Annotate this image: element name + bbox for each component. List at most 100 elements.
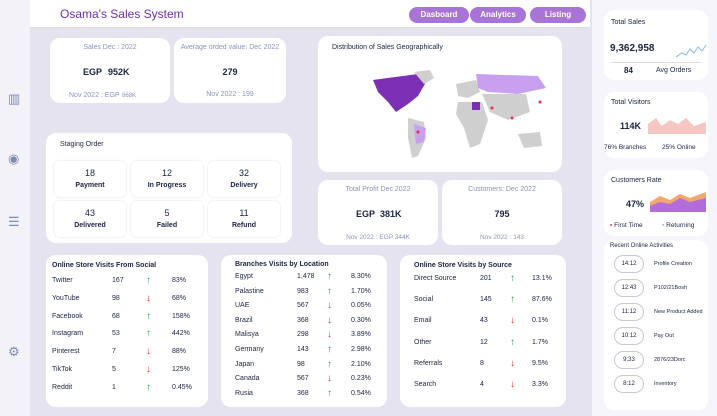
staging-label: Refund bbox=[231, 222, 257, 229]
cell-pct: 3.89% bbox=[351, 331, 371, 339]
staging-tile-delivery[interactable]: 32 Delivery bbox=[208, 161, 280, 197]
cell-v: 98 bbox=[112, 294, 120, 302]
chart-icon[interactable]: ◉ bbox=[8, 151, 20, 166]
activity-description: Inventory bbox=[654, 381, 677, 387]
map-marker-malaysia bbox=[510, 116, 514, 120]
sales-value: 952K bbox=[108, 67, 130, 77]
nav-analytics-button[interactable]: Analytics bbox=[470, 7, 526, 23]
table-row: TikTok 5 ↓ 125% bbox=[46, 364, 208, 380]
map-marker-uae bbox=[490, 106, 494, 110]
staging-count: 43 bbox=[84, 208, 95, 218]
activities-list: 14:12 Profile Creation 12:43 P102/21Bosh 11:… bbox=[604, 255, 708, 405]
activity-time-pill[interactable]: 14:12 bbox=[614, 255, 644, 273]
menu-icon[interactable]: ☰ bbox=[8, 214, 20, 229]
activity-time-pill[interactable]: 11:12 bbox=[614, 303, 644, 321]
staging-tile-payment[interactable]: 18 Payment bbox=[54, 161, 126, 197]
arrow-up-icon: ↑ bbox=[146, 310, 151, 322]
activity-time-pill[interactable]: 8:12 bbox=[614, 375, 644, 393]
staging-count: 32 bbox=[238, 168, 249, 178]
nav-dashboard-button[interactable]: Dasboard bbox=[409, 7, 469, 23]
cell-pct: 0.05% bbox=[351, 302, 371, 310]
profit-value: 381K bbox=[380, 209, 402, 219]
map-europe bbox=[456, 80, 480, 98]
staging-label: In Progress bbox=[147, 182, 187, 189]
cell-v: 7 bbox=[112, 348, 116, 356]
gear-icon[interactable]: ⚙ bbox=[8, 344, 20, 359]
table-row: Direct Source 201 ↑ 13.1% bbox=[400, 273, 566, 289]
map-australia bbox=[518, 132, 542, 148]
cell-pct: 0.30% bbox=[351, 316, 371, 324]
returning-label: Returning bbox=[666, 222, 695, 229]
staging-label: Delivered bbox=[74, 222, 106, 229]
avg-order-prev: Nov 2022 : 199 bbox=[206, 91, 254, 98]
table-row: Other 12 ↑ 1.7% bbox=[400, 337, 566, 353]
cell-pct: 125% bbox=[172, 366, 190, 373]
arrow-down-icon: ↓ bbox=[146, 364, 151, 375]
source-title: Online Store Visits by Source bbox=[414, 262, 512, 269]
cell-name: Reddit bbox=[52, 383, 73, 391]
cell-pct: 1.70% bbox=[351, 287, 371, 295]
staging-tile-refund[interactable]: 11 Refund bbox=[208, 201, 280, 237]
table-row: Palastine 983 ↑ 1.70% bbox=[221, 285, 387, 302]
sales-divider bbox=[610, 62, 702, 63]
arrow-down-icon: ↓ bbox=[327, 314, 332, 326]
cell-v: 143 bbox=[297, 346, 309, 353]
table-row: Search 4 ↓ 3.3% bbox=[400, 379, 566, 395]
total-visitors-value: 114K bbox=[620, 121, 642, 131]
customers-rate-card: Customers Rate 47% ▪ First Time ▪ Return… bbox=[604, 170, 708, 236]
cell-pct: 2.98% bbox=[351, 346, 371, 353]
avg-orders-value: 84 bbox=[624, 66, 633, 75]
activity-description: New Product Added bbox=[654, 309, 703, 315]
map-marker-brazil bbox=[416, 130, 420, 134]
nav-listing-button[interactable]: Listing bbox=[530, 7, 586, 23]
cell-pct: 87.6% bbox=[532, 296, 552, 304]
table-row: Egypt 1,478 ↑ 8.30% bbox=[221, 271, 387, 287]
avg-orders-label: Avg Orders bbox=[656, 67, 692, 74]
staging-tile-progress[interactable]: 12 In Progress bbox=[131, 161, 203, 197]
cell-v: 368 bbox=[297, 389, 309, 397]
arrow-down-icon: ↓ bbox=[146, 346, 151, 358]
arrow-up-icon: ↑ bbox=[327, 358, 332, 370]
customers-rate-value: 47% bbox=[626, 199, 645, 209]
arrow-up-icon: ↑ bbox=[327, 285, 332, 297]
cell-v: 983 bbox=[297, 287, 309, 295]
total-sales-value: 9,362,958 bbox=[610, 43, 655, 54]
table-row: Germany 143 ↑ 2.98% bbox=[221, 344, 387, 360]
table-row: YouTube 98 ↓ 68% bbox=[46, 293, 208, 309]
activity-time-pill[interactable]: 9:33 bbox=[614, 351, 644, 369]
cell-v: 1 bbox=[112, 383, 116, 391]
activity-description: Profile Creation bbox=[654, 261, 692, 267]
cell-name: Brazil bbox=[235, 316, 253, 324]
avg-order-card: Average orded value: Dec 2022 279 Nov 20… bbox=[174, 38, 286, 103]
profit-prev: Nov 2022 : EGP 344K bbox=[346, 234, 410, 241]
map-card: Distribution of Sales Geographically bbox=[318, 36, 562, 172]
total-visitors-title: Total Visitors bbox=[611, 99, 651, 106]
cell-name: Japan bbox=[235, 360, 255, 368]
staging-tile-delivered[interactable]: 43 Delivered bbox=[54, 201, 126, 237]
branches-card: Branches Visits by Location Egypt 1,478 ↑ 8… bbox=[221, 255, 387, 407]
activity-description: 2876/23Dorc bbox=[654, 357, 686, 363]
cell-name: Social bbox=[414, 296, 434, 304]
cell-v: 53 bbox=[112, 330, 120, 338]
returning-legend: ▪ Returning bbox=[662, 222, 695, 229]
app-title: Osama's Sales System bbox=[60, 7, 184, 21]
map-asia bbox=[482, 94, 530, 120]
book-icon[interactable]: ▥ bbox=[8, 91, 21, 106]
staging-label: Delivery bbox=[230, 182, 258, 189]
arrow-up-icon: ↑ bbox=[510, 294, 515, 306]
cell-name: Pinterest bbox=[52, 348, 80, 356]
activity-description: Pay Out bbox=[654, 333, 674, 339]
activity-time-pill[interactable]: 12:43 bbox=[614, 279, 644, 297]
sales-prev-label: Nov 2022 : EGP bbox=[69, 92, 120, 99]
cell-v: 12 bbox=[480, 338, 488, 346]
table-row: Pinterest 7 ↓ 88% bbox=[46, 346, 208, 362]
cell-v: 167 bbox=[112, 277, 124, 284]
world-map[interactable] bbox=[368, 68, 558, 166]
table-row: Facebook 68 ↑ 158% bbox=[46, 310, 208, 327]
staging-tile-failed[interactable]: 5 Failed bbox=[131, 201, 203, 237]
social-visits-card: Online Store Visits From Social Twitter 1… bbox=[46, 255, 208, 407]
cell-v: 298 bbox=[297, 331, 309, 339]
staging-count: 5 bbox=[164, 208, 170, 218]
cell-pct: 9.5% bbox=[532, 359, 548, 367]
activity-time-pill[interactable]: 10:12 bbox=[614, 327, 644, 345]
